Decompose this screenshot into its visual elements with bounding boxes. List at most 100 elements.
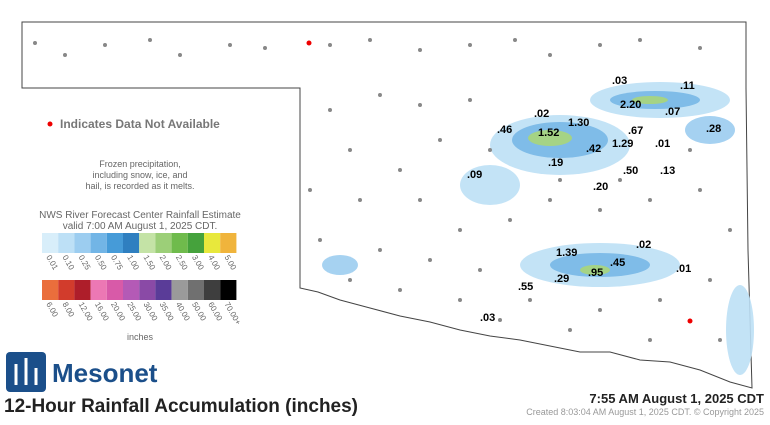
station-value: .19	[548, 157, 563, 169]
station-dot	[418, 103, 422, 107]
legend-label: 2.00	[158, 254, 174, 272]
station-dots	[33, 38, 732, 342]
station-dot	[468, 98, 472, 102]
legend-label: 35.00	[158, 301, 176, 323]
station-dot	[348, 148, 352, 152]
legend-label: 0.10	[60, 254, 76, 272]
legend-label: 5.00	[222, 254, 238, 272]
legend-swatch	[171, 233, 188, 253]
rain-areas	[322, 82, 754, 375]
missing-icon	[47, 121, 53, 127]
station-dot	[378, 248, 382, 252]
station-dot	[638, 38, 642, 42]
note-line: including snow, ice, and	[92, 170, 187, 180]
station-value: 1.29	[612, 138, 633, 150]
station-dot	[458, 228, 462, 232]
station-dot	[698, 46, 702, 50]
logo-text: Mesonet	[52, 358, 158, 388]
legend-swatch	[155, 280, 172, 300]
title: 12-Hour Rainfall Accumulation (inches)	[4, 396, 358, 417]
station-dot	[63, 53, 67, 57]
station-value: .29	[554, 273, 569, 285]
legend-swatch	[155, 233, 172, 253]
station-dot	[368, 38, 372, 42]
legend-swatch	[42, 233, 59, 253]
legend-swatch	[106, 233, 123, 253]
legend-label: 0.25	[77, 254, 93, 272]
station-dot	[458, 298, 462, 302]
timestamp: 7:55 AM August 1, 2025 CDT	[589, 391, 764, 406]
station-value: .20	[593, 181, 608, 193]
station-dot	[418, 48, 422, 52]
legend-label: 20.00	[109, 301, 127, 323]
legend-swatch	[204, 280, 221, 300]
station-dot	[468, 43, 472, 47]
station-value: .95	[588, 267, 603, 279]
station-dot	[508, 218, 512, 222]
state-outline	[21, 21, 753, 389]
legend-label: 4.00	[206, 254, 222, 272]
legend-swatch	[220, 280, 237, 300]
station-dot	[103, 43, 107, 47]
station-value: .46	[497, 124, 512, 136]
station-dot	[698, 188, 702, 192]
station-dot	[418, 198, 422, 202]
station-dot	[648, 198, 652, 202]
station-value: .45	[610, 257, 625, 269]
legend-label: 2.50	[174, 254, 190, 272]
station-dot	[548, 53, 552, 57]
station-value: 1.30	[568, 117, 589, 129]
station-value: .09	[467, 169, 482, 181]
station-value: .03	[480, 312, 495, 324]
station-value: .07	[665, 106, 680, 118]
station-dot	[598, 208, 602, 212]
legend-label: 0.75	[109, 254, 125, 272]
legend-swatch	[220, 233, 237, 253]
station-value: .01	[655, 138, 670, 150]
legend: 0.01 0.10 0.25 0.50 0.75 1.00 1.50 2.00 2.50 3.00…	[42, 233, 243, 327]
station-dot	[488, 148, 492, 152]
legend-label: 16.00	[93, 301, 111, 323]
station-value: .28	[706, 123, 721, 135]
station-dot	[558, 178, 562, 182]
station-value: .50	[623, 165, 638, 177]
legend-label: 70.00+	[222, 301, 242, 327]
legend-swatch	[58, 233, 75, 253]
station-dot	[358, 198, 362, 202]
legend-swatch	[74, 233, 91, 253]
station-value: .42	[586, 143, 601, 155]
frozen-note: Frozen precipitation, including snow, ic…	[85, 159, 194, 191]
station-value: 2.20	[620, 99, 641, 111]
station-dot	[618, 178, 622, 182]
station-dot	[718, 338, 722, 342]
station-dot	[728, 228, 732, 232]
station-dot	[318, 238, 322, 242]
legend-swatch	[123, 280, 140, 300]
station-dot	[658, 298, 662, 302]
station-value: .13	[660, 165, 675, 177]
legend-swatch	[123, 233, 140, 253]
station-dot	[178, 53, 182, 57]
station-value: 1.52	[538, 127, 559, 139]
station-dot	[598, 43, 602, 47]
legend-label: 8.00	[60, 301, 76, 319]
legend-swatch	[187, 280, 204, 300]
station-dot	[688, 148, 692, 152]
station-dot	[568, 328, 572, 332]
station-dot	[328, 43, 332, 47]
station-dot	[438, 138, 442, 142]
legend-label: 3.00	[190, 254, 206, 272]
station-dot	[528, 298, 532, 302]
legend-swatch	[139, 280, 156, 300]
legend-label: 60.00	[206, 301, 224, 323]
legend-title-line: NWS River Forecast Center Rainfall Estim…	[39, 210, 241, 221]
legend-swatch	[139, 233, 156, 253]
note-line: hail, is recorded as it melts.	[85, 181, 194, 191]
created: Created 8:03:04 AM August 1, 2025 CDT. ©…	[526, 407, 764, 417]
station-dot	[513, 38, 517, 42]
legend-label: 25.00	[125, 301, 143, 323]
station-dot	[328, 108, 332, 112]
station-values: .03 .11 2.20 .07 .02 .46 1.30 1.52 .67 .28 1.29 .01…	[467, 75, 721, 324]
station-value: .67	[628, 125, 643, 137]
